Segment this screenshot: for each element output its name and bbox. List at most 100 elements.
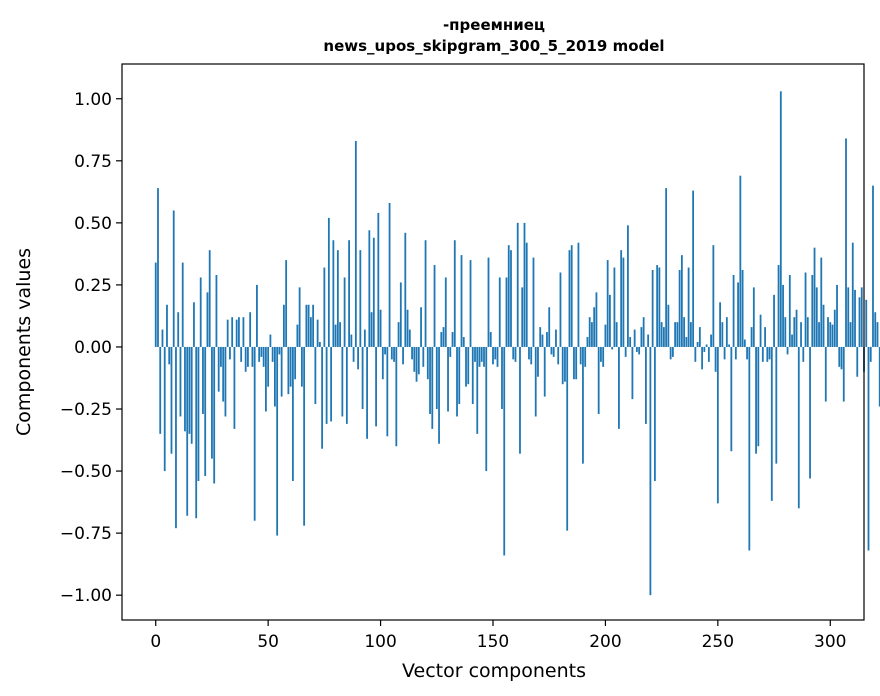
bar — [791, 334, 793, 347]
bar — [161, 329, 164, 347]
chart-title-line-1: -преемниец — [443, 16, 545, 34]
bar — [721, 322, 724, 347]
bar — [570, 245, 573, 347]
bar — [811, 274, 814, 347]
bar — [595, 292, 598, 347]
bar — [588, 317, 591, 347]
bar — [435, 346, 438, 410]
bar — [467, 346, 470, 385]
bar — [849, 322, 852, 347]
bar — [552, 346, 555, 357]
bar — [741, 270, 744, 347]
bar — [840, 346, 843, 370]
bar — [238, 317, 240, 347]
bar — [851, 242, 854, 347]
bar — [465, 346, 467, 387]
bar — [186, 346, 189, 516]
bar — [199, 277, 202, 347]
bar — [157, 188, 159, 347]
bar — [314, 346, 317, 405]
bar — [332, 240, 335, 347]
bar — [305, 304, 308, 347]
bar — [689, 322, 692, 347]
bar — [541, 334, 544, 347]
bar — [175, 346, 177, 529]
bar — [746, 346, 748, 360]
bar — [649, 346, 652, 596]
bar — [764, 327, 766, 347]
bar — [244, 346, 247, 372]
bar — [676, 322, 679, 347]
bar — [573, 346, 575, 380]
bar — [651, 270, 654, 347]
bar — [431, 346, 434, 429]
bar — [282, 304, 285, 347]
bar — [240, 346, 243, 362]
bar — [878, 346, 880, 407]
bar — [285, 260, 288, 347]
bar — [480, 346, 483, 362]
bar — [451, 332, 454, 347]
x-tick-label: 150 — [477, 632, 509, 652]
bar — [662, 327, 665, 347]
bar — [298, 287, 301, 347]
chart-title-line-2: news_upos_skipgram_300_5_2019 model — [323, 37, 664, 55]
bar — [265, 346, 267, 412]
bar — [471, 346, 474, 405]
bar — [296, 324, 299, 347]
bar — [716, 346, 719, 504]
bar — [822, 304, 825, 347]
bar — [800, 322, 802, 347]
bar — [413, 346, 416, 372]
bar — [496, 346, 499, 367]
bar — [503, 346, 506, 556]
bar — [820, 257, 823, 347]
bar — [858, 297, 861, 347]
bar — [485, 346, 488, 472]
bar — [449, 346, 452, 357]
bar — [748, 346, 751, 551]
bar — [833, 309, 836, 347]
bar — [514, 346, 517, 362]
bar — [525, 242, 528, 347]
bar — [867, 346, 870, 551]
x-axis-ticks: 0 50 100 150 200 250 300 — [150, 620, 846, 652]
bar — [730, 346, 733, 452]
bar — [793, 317, 796, 347]
bar — [622, 257, 625, 347]
bar — [415, 346, 418, 382]
bar — [359, 250, 362, 347]
bar — [260, 346, 263, 357]
bar — [694, 346, 697, 362]
bar — [336, 250, 339, 347]
bar — [869, 346, 872, 362]
y-axis-ticks: 1.00 0.75 0.50 0.25 0.00 −0.25 −0.50 −0.75 −1.00 — [60, 90, 122, 606]
bar — [438, 346, 440, 444]
bar — [377, 212, 380, 347]
bar — [842, 346, 845, 402]
bar — [458, 346, 461, 405]
bar — [341, 346, 344, 417]
bar — [539, 327, 542, 347]
x-tick-label: 200 — [589, 632, 621, 652]
bar — [606, 260, 609, 347]
bar — [638, 346, 641, 355]
bar — [327, 217, 330, 347]
bar — [827, 317, 829, 347]
bar — [453, 240, 456, 347]
bar — [478, 346, 481, 367]
bar — [402, 346, 404, 365]
bar — [759, 314, 762, 347]
x-tick-label: 250 — [702, 632, 734, 652]
bar — [512, 346, 515, 360]
bar — [669, 346, 672, 360]
bar — [653, 346, 656, 481]
bar — [417, 346, 420, 375]
bar — [350, 334, 353, 347]
bar — [575, 346, 578, 380]
bar — [671, 346, 674, 357]
bar — [586, 337, 589, 347]
bar — [627, 225, 629, 347]
bar — [379, 309, 382, 347]
bar — [217, 346, 220, 392]
